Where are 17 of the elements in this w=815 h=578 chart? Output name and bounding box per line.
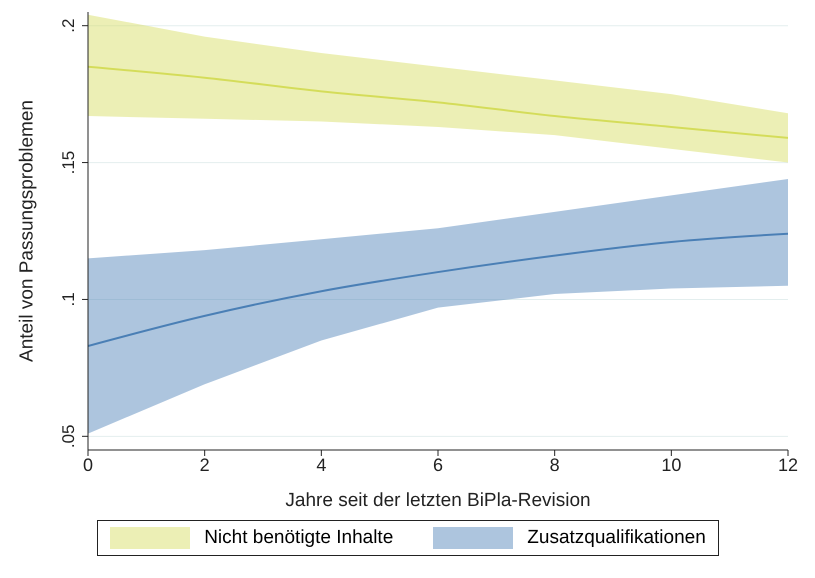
x-tick-label: 0 [82, 454, 94, 475]
x-axis-title: Jahre seit der letzten BiPla-Revision [285, 490, 591, 511]
legend-label: Nicht benötigte Inhalte [204, 527, 394, 549]
x-tick-label: 12 [778, 454, 798, 475]
y-tick-label: .1 [59, 292, 78, 307]
x-tick-label: 6 [432, 454, 444, 475]
x-tick-label: 8 [550, 454, 560, 475]
y-tick-label: .2 [59, 18, 78, 33]
line-series [88, 232, 788, 347]
y-tick-label: .05 [59, 424, 78, 448]
x-tick-label: 4 [316, 454, 326, 475]
y-tick-label: .15 [59, 150, 78, 174]
y-axis-title: Anteil von Passungsproblemen [16, 100, 38, 362]
x-tick-label: 10 [661, 454, 682, 475]
x-tick-label: 2 [200, 454, 210, 475]
legend-label: Zusatzqualifikationen [527, 527, 706, 549]
line-series [88, 66, 788, 139]
